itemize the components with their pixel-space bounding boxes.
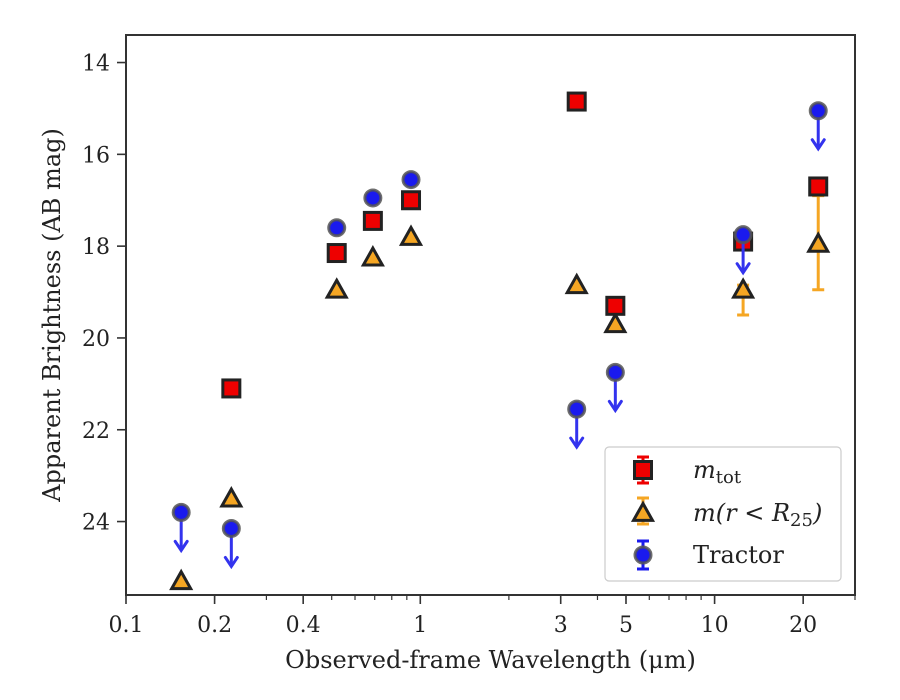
tractor-point: [605, 362, 625, 414]
circle-marker: [171, 502, 191, 522]
square-marker: [566, 91, 587, 112]
y-tick-label: 16: [82, 143, 110, 168]
upper-limit-arrow-head: [607, 399, 623, 414]
upper-limit-arrow-head: [223, 555, 239, 570]
triangle-marker: [360, 245, 385, 267]
tractor-point: [171, 502, 191, 554]
m-tot-point: [605, 295, 626, 316]
triangle-marker: [806, 231, 831, 253]
legend-item-tractor: Tractor: [633, 539, 784, 571]
circle-marker: [363, 188, 383, 208]
square-marker: [401, 190, 422, 211]
triangle-marker: [398, 224, 424, 246]
upper-limit-arrow-head: [569, 436, 585, 450]
m-tot-point: [401, 190, 422, 211]
circle-marker: [633, 545, 653, 565]
tractor-point: [401, 170, 421, 190]
square-marker: [326, 243, 347, 264]
y-tick-label: 18: [82, 235, 110, 260]
m-r25-point: [219, 486, 244, 508]
tractor-point: [567, 399, 587, 450]
m-tot-point: [566, 91, 587, 112]
y-tick-label: 20: [82, 327, 110, 352]
x-tick-label: 1: [413, 613, 427, 638]
m-r25-point: [398, 224, 424, 246]
tractor-point: [808, 101, 828, 152]
triangle-marker: [324, 277, 349, 299]
x-tick-label: 0.4: [286, 613, 321, 638]
y-tick-label: 14: [82, 52, 110, 77]
circle-marker: [733, 225, 753, 245]
legend-label-tractor: Tractor: [693, 541, 784, 569]
triangle-marker: [564, 272, 589, 295]
x-tick-label: 0.2: [197, 613, 232, 638]
square-marker: [605, 295, 626, 316]
x-tick-label: 0.1: [109, 613, 144, 638]
legend-box: [604, 446, 842, 582]
m-r25-point: [360, 245, 385, 267]
data-layer: [169, 91, 831, 591]
circle-marker: [808, 101, 828, 121]
m-tot-point: [326, 243, 347, 264]
x-tick-label: 3: [554, 613, 568, 638]
square-marker: [633, 460, 653, 480]
m-r25-point: [564, 272, 589, 295]
m-r25-point: [324, 277, 349, 299]
circle-marker: [401, 170, 421, 190]
legend-item-m-tot: mtot: [633, 455, 742, 488]
ticks-layer: 0.1 0.2 0.4 1 3 5 10 20 14 16 18 20 22 24: [82, 52, 856, 638]
m-tot-point: [362, 210, 383, 231]
square-marker: [221, 378, 242, 399]
m-r25-point: [806, 194, 831, 292]
upper-limit-arrow-head: [173, 539, 189, 554]
square-marker: [362, 210, 383, 231]
square-marker: [808, 176, 829, 197]
m-r25-point: [731, 277, 756, 317]
x-tick-label: 20: [789, 613, 817, 638]
x-tick-label: 10: [701, 613, 729, 638]
triangle-marker: [603, 311, 628, 334]
circle-marker: [605, 362, 625, 382]
m-r25-point: [169, 568, 194, 591]
y-axis-label: Apparent Brightness (AB mag): [38, 128, 66, 503]
circle-marker: [327, 218, 347, 238]
tractor-point: [327, 218, 347, 238]
triangle-marker: [731, 277, 756, 299]
triangle-marker: [169, 568, 194, 591]
m-tot-point: [808, 176, 829, 197]
y-tick-label: 24: [82, 511, 110, 536]
circle-marker: [567, 399, 587, 419]
tractor-point: [733, 225, 753, 276]
upper-limit-arrow-head: [735, 262, 751, 276]
m-tot-point: [221, 378, 242, 399]
m-r25-point: [603, 311, 628, 334]
tractor-point: [363, 188, 383, 208]
circle-marker: [221, 518, 241, 538]
upper-limit-arrow-head: [810, 138, 826, 152]
x-axis-label: Observed-frame Wavelength (μm): [285, 646, 696, 674]
triangle-marker: [630, 500, 656, 522]
plot-frame: [125, 34, 856, 596]
y-tick-label: 22: [82, 419, 110, 444]
triangle-marker: [219, 486, 244, 508]
tractor-point: [221, 518, 241, 570]
x-tick-label: 5: [619, 613, 633, 638]
